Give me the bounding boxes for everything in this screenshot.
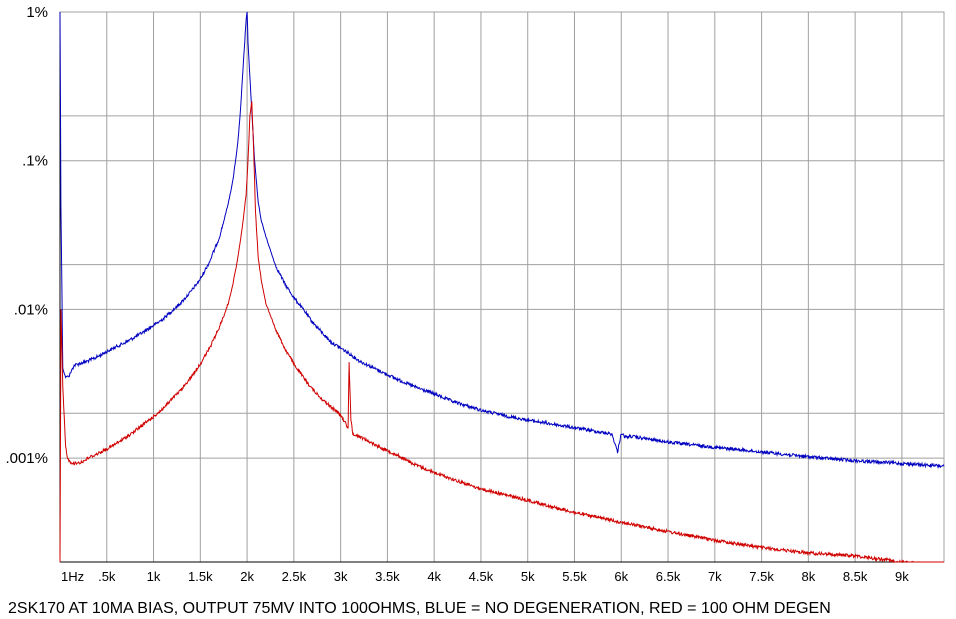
x-tick-label: 6.5k — [656, 569, 681, 584]
x-tick-label: 2.5k — [282, 569, 307, 584]
series-line-red — [59, 101, 944, 564]
x-tick-label: 4.5k — [469, 569, 494, 584]
x-tick-label: 8.5k — [843, 569, 868, 584]
x-tick-label: 6k — [614, 569, 628, 584]
x-tick-label: 7.5k — [749, 569, 774, 584]
x-tick-label: 5k — [521, 569, 535, 584]
x-tick-label: 7k — [708, 569, 722, 584]
x-tick-label: 5.5k — [562, 569, 587, 584]
y-tick-labels: 1% .1% .01% .001% — [5, 4, 48, 467]
grid — [60, 11, 944, 562]
chart-caption: 2SK170 AT 10MA BIAS, OUTPUT 75MV INTO 10… — [8, 600, 831, 617]
y-tick-label: .001% — [5, 450, 48, 467]
x-tick-label: 9k — [895, 569, 909, 584]
y-tick-label: 1% — [26, 4, 48, 21]
x-tick-label: 2k — [240, 569, 254, 584]
x-tick-labels: 1Hz .5k 1k 1.5k 2k 2.5k 3k 3.5k 4k 4.5k 5k 5.5k 6k 6.… — [61, 569, 909, 584]
x-tick-label: 4k — [427, 569, 441, 584]
y-tick-label: .01% — [14, 301, 48, 318]
x-tick-label: 3.5k — [375, 569, 400, 584]
x-tick-label: 1k — [147, 569, 161, 584]
y-tick-label: .1% — [22, 153, 48, 170]
x-tick-label: 1.5k — [188, 569, 213, 584]
x-tick-label: 3k — [334, 569, 348, 584]
x-tick-label: .5k — [98, 569, 116, 584]
series-layer — [59, 11, 945, 564]
series-line-blue — [59, 11, 945, 469]
x-tick-label: 8k — [801, 569, 815, 584]
x-tick-label: 1Hz — [61, 569, 84, 584]
